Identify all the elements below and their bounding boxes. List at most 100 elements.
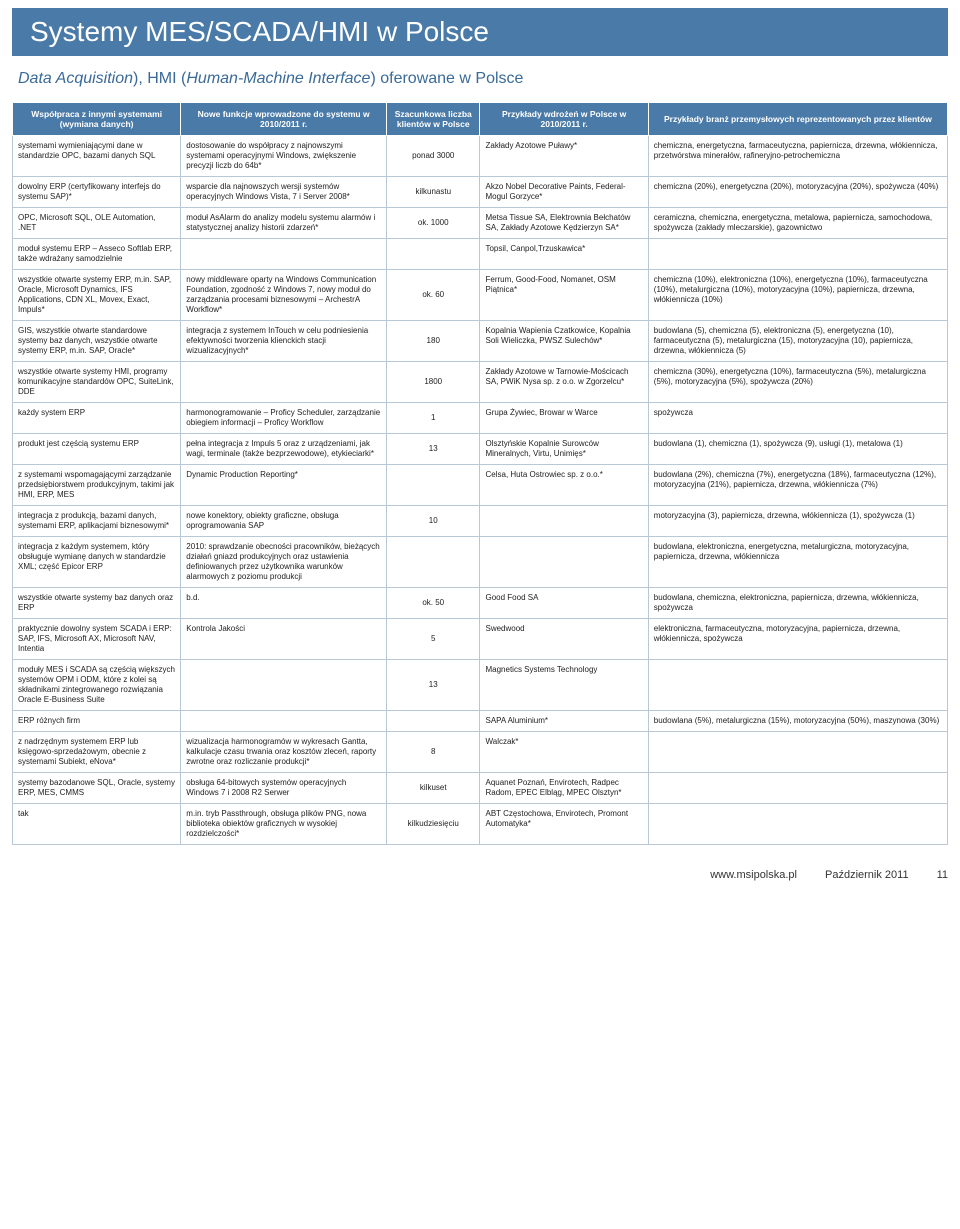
cell [181,711,387,732]
table-row: OPC, Microsoft SQL, OLE Automation, .NET… [13,208,948,239]
cell: 5 [386,619,480,660]
cell: wszystkie otwarte systemy HMI, programy … [13,362,181,403]
cell: chemiczna, energetyczna, farmaceutyczna,… [648,136,947,177]
cell: m.in. tryb Passthrough, obsługa plików P… [181,804,387,845]
cell: dostosowanie do współpracy z najnowszymi… [181,136,387,177]
cell: ceramiczna, chemiczna, energetyczna, met… [648,208,947,239]
footer-page-number: 11 [937,869,948,881]
table-row: z systemami wspomagającymi zarządzanie p… [13,465,948,506]
table-row: wszystkie otwarte systemy HMI, programy … [13,362,948,403]
table-row: wszystkie otwarte systemy baz danych ora… [13,588,948,619]
cell: ponad 3000 [386,136,480,177]
col-header-1: Współpraca z innymi systemami (wymiana d… [13,103,181,136]
table-row: GIS, wszystkie otwarte standardowe syste… [13,321,948,362]
cell: Dynamic Production Reporting* [181,465,387,506]
cell: GIS, wszystkie otwarte standardowe syste… [13,321,181,362]
cell: z systemami wspomagającymi zarządzanie p… [13,465,181,506]
cell: Kopalnia Wapienia Czatkowice, Kopalnia S… [480,321,648,362]
col-header-4: Przykłady wdrożeń w Polsce w 2010/2011 r… [480,103,648,136]
cell: nowy middleware oparty na Windows Commun… [181,270,387,321]
cell: ERP różnych firm [13,711,181,732]
cell [648,732,947,773]
cell: integracja z każdym systemem, który obsł… [13,537,181,588]
cell: 10 [386,506,480,537]
cell: ok. 1000 [386,208,480,239]
table-row: moduły MES i SCADA są częścią większych … [13,660,948,711]
cell: Olsztyńskie Kopalnie Surowców Mineralnyc… [480,434,648,465]
cell: Metsa Tissue SA, Elektrownia Bełchatów S… [480,208,648,239]
cell [386,239,480,270]
cell: Akzo Nobel Decorative Paints, Federal-Mo… [480,177,648,208]
cell: OPC, Microsoft SQL, OLE Automation, .NET [13,208,181,239]
cell: ok. 60 [386,270,480,321]
cell: Topsil, Canpol,Trzuskawica* [480,239,648,270]
table-row: integracja z każdym systemem, który obsł… [13,537,948,588]
cell: spożywcza [648,403,947,434]
cell: chemiczna (10%), elektroniczna (10%), en… [648,270,947,321]
cell: budowlana, elektroniczna, energetyczna, … [648,537,947,588]
subtitle: Data Acquisition), HMI (Human-Machine In… [18,70,948,88]
cell: 2010: sprawdzanie obecności pracowników,… [181,537,387,588]
cell: b.d. [181,588,387,619]
cell: Grupa Żywiec, Browar w Warce [480,403,648,434]
cell: dowolny ERP (certyfikowany interfejs do … [13,177,181,208]
cell: wszystkie otwarte systemy ERP, m.in. SAP… [13,270,181,321]
cell: chemiczna (30%), energetyczna (10%), far… [648,362,947,403]
footer-date: Październik 2011 [825,869,909,881]
cell: obsługa 64-bitowych systemów operacyjnyc… [181,773,387,804]
cell [386,537,480,588]
cell: 180 [386,321,480,362]
subtitle-mid: ), HMI ( [133,70,186,87]
footer-url: www.msipolska.pl [710,869,797,881]
cell: ok. 50 [386,588,480,619]
data-table: Współpraca z innymi systemami (wymiana d… [12,102,948,845]
cell: Good Food SA [480,588,648,619]
cell: moduł AsAlarm do analizy modelu systemu … [181,208,387,239]
cell: każdy system ERP [13,403,181,434]
cell [181,239,387,270]
page-title: Systemy MES/SCADA/HMI w Polsce [12,8,948,56]
cell: 1800 [386,362,480,403]
subtitle-italic2: Human-Machine Interface [186,70,370,87]
col-header-2: Nowe funkcje wprowadzone do systemu w 20… [181,103,387,136]
cell [648,660,947,711]
cell: 13 [386,660,480,711]
cell: budowlana (1), chemiczna (1), spożywcza … [648,434,947,465]
cell: 13 [386,434,480,465]
cell: Aquanet Poznań, Envirotech, Radpec Radom… [480,773,648,804]
cell: Zakłady Azotowe w Tarnowie-Mościcach SA,… [480,362,648,403]
cell: Magnetics Systems Technology [480,660,648,711]
table-row: ERP różnych firmSAPA Aluminium*budowlana… [13,711,948,732]
table-row: z nadrzędnym systemem ERP lub księgowo-s… [13,732,948,773]
cell: budowlana (5%), metalurgiczna (15%), mot… [648,711,947,732]
table-body: systemami wymieniającymi dane w standard… [13,136,948,845]
cell: systemami wymieniającymi dane w standard… [13,136,181,177]
cell [386,711,480,732]
table-row: produkt jest częścią systemu ERPpełna in… [13,434,948,465]
cell: Zakłady Azotowe Puławy* [480,136,648,177]
cell: Kontrola Jakości [181,619,387,660]
cell: systemy bazodanowe SQL, Oracle, systemy … [13,773,181,804]
cell: Swedwood [480,619,648,660]
page-footer: www.msipolska.pl Październik 2011 11 [12,869,948,881]
cell: integracja z systemem InTouch w celu pod… [181,321,387,362]
table-row: wszystkie otwarte systemy ERP, m.in. SAP… [13,270,948,321]
subtitle-suffix: ) oferowane w Polsce [370,70,523,87]
cell: moduły MES i SCADA są częścią większych … [13,660,181,711]
cell [480,537,648,588]
table-row: systemy bazodanowe SQL, Oracle, systemy … [13,773,948,804]
cell: budowlana (2%), chemiczna (7%), energety… [648,465,947,506]
cell: pełna integracja z Impuls 5 oraz z urząd… [181,434,387,465]
cell: budowlana (5), chemiczna (5), elektronic… [648,321,947,362]
cell [648,804,947,845]
cell: kilkuset [386,773,480,804]
cell: 8 [386,732,480,773]
cell: elektroniczna, farmaceutyczna, motoryzac… [648,619,947,660]
cell: produkt jest częścią systemu ERP [13,434,181,465]
cell: z nadrzędnym systemem ERP lub księgowo-s… [13,732,181,773]
table-row: integracja z produkcją, bazami danych, s… [13,506,948,537]
cell: wsparcie dla najnowszych wersji systemów… [181,177,387,208]
cell [648,773,947,804]
cell: praktycznie dowolny system SCADA i ERP: … [13,619,181,660]
table-row: praktycznie dowolny system SCADA i ERP: … [13,619,948,660]
